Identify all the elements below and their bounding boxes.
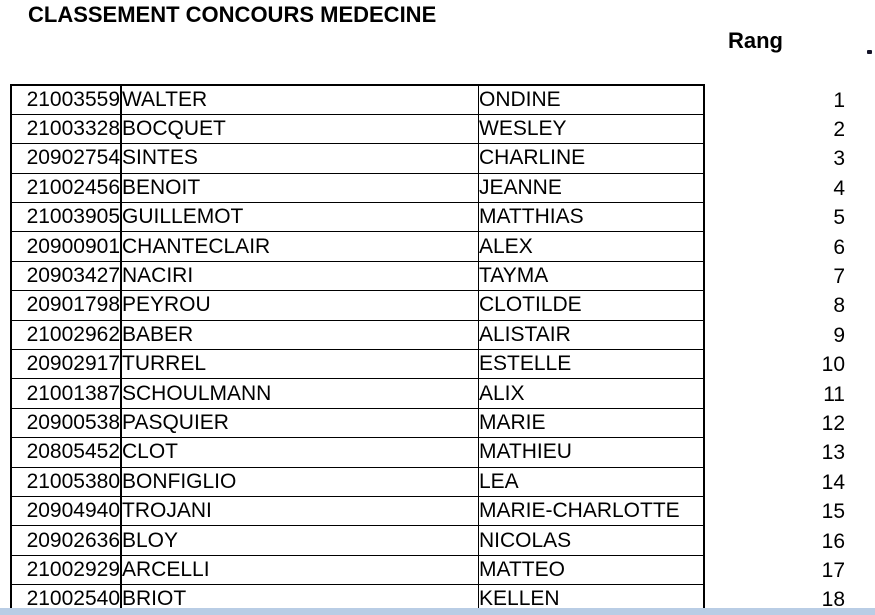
first-name-cell: LEA: [478, 466, 704, 497]
rank-value: 7: [833, 265, 845, 289]
first-name-cell: MATTHIAS: [478, 202, 704, 233]
first-name-cell: ALIX: [478, 378, 704, 409]
table-row: 21002962 BABER ALISTAIR: [11, 319, 704, 351]
last-name-cell: ARCELLI: [121, 554, 479, 586]
last-name-cell: GUILLEMOT: [121, 202, 479, 233]
first-name-cell: MATHIEU: [478, 437, 704, 468]
table-row: 21001387 SCHOULMANN ALIX: [11, 378, 704, 409]
page-title: CLASSEMENT CONCOURS MEDECINE: [28, 2, 437, 27]
last-name-cell: BLOY: [121, 525, 479, 556]
rank-value: 14: [821, 470, 845, 494]
student-id-cell: 21003905: [11, 202, 122, 233]
first-name-cell: ALISTAIR: [478, 319, 704, 351]
first-name-cell: MARIE: [478, 407, 704, 439]
table-row: 21005380 BONFIGLIO LEA: [11, 466, 704, 497]
rank-value: 17: [821, 558, 845, 582]
last-name-cell: SCHOULMANN: [121, 378, 479, 409]
first-name-cell: ESTELLE: [478, 349, 704, 380]
student-id-cell: 21005380: [11, 466, 122, 497]
student-id-cell: 20901798: [11, 290, 122, 321]
student-id-cell: 21001387: [11, 378, 122, 409]
first-name-cell: ONDINE: [478, 84, 704, 115]
rank-column: 1 2 3 4 5 6 7 8 9 10 11 12 13 14 15 16 17 18: [722, 86, 848, 615]
rank-value: 10: [821, 353, 845, 377]
rank-value: 12: [821, 411, 845, 435]
rank-value: 3: [833, 147, 845, 171]
student-id-cell: 21002456: [11, 172, 122, 204]
table-row: 20900538 PASQUIER MARIE: [11, 407, 704, 439]
student-id-cell: 21003559: [11, 84, 122, 115]
rank-value: 8: [833, 294, 845, 318]
student-id-cell: 21003328: [11, 113, 122, 145]
last-name-cell: CLOT: [121, 437, 479, 468]
table-row: 20805452 CLOT MATHIEU: [11, 437, 704, 468]
rank-value: 11: [823, 382, 845, 406]
table-row: 20904940 TROJANI MARIE-CHARLOTTE: [11, 495, 704, 527]
window-bottom-edge-bar: [0, 608, 875, 615]
rank-value: 18: [821, 588, 845, 612]
table-row: 20900901 CHANTECLAIR ALEX: [11, 231, 704, 262]
ranking-table: 21003559 WALTER ONDINE 21003328 BOCQUET WESLE…: [10, 84, 705, 615]
table-row: 20902754 SINTES CHARLINE: [11, 143, 704, 174]
last-name-cell: NACIRI: [121, 260, 479, 292]
first-name-cell: MATTEO: [478, 554, 704, 586]
table-row: 21002929 ARCELLI MATTEO: [11, 554, 704, 586]
rank-value: 16: [821, 529, 845, 553]
first-name-cell: WESLEY: [478, 113, 704, 145]
last-name-cell: BOCQUET: [121, 113, 479, 145]
last-name-cell: PEYROU: [121, 290, 479, 321]
last-name-cell: TURREL: [121, 349, 479, 380]
first-name-cell: NICOLAS: [478, 525, 704, 556]
rank-value: 6: [833, 235, 845, 259]
last-name-cell: WALTER: [121, 84, 479, 115]
first-name-cell: CLOTILDE: [478, 290, 704, 321]
last-name-cell: SINTES: [121, 143, 479, 174]
table-row: 20903427 NACIRI TAYMA: [11, 260, 704, 292]
rank-value: 9: [833, 323, 845, 347]
last-name-cell: CHANTECLAIR: [121, 231, 479, 262]
student-id-cell: 20904940: [11, 495, 122, 527]
last-name-cell: BONFIGLIO: [121, 466, 479, 497]
last-name-cell: PASQUIER: [121, 407, 479, 439]
student-id-cell: 20805452: [11, 437, 122, 468]
student-id-cell: 20900538: [11, 407, 122, 439]
table-row: 21003328 BOCQUET WESLEY: [11, 113, 704, 145]
student-id-cell: 21002929: [11, 554, 122, 586]
table-row: 20902917 TURREL ESTELLE: [11, 349, 704, 380]
last-name-cell: BENOIT: [121, 172, 479, 204]
rank-value: 5: [833, 206, 845, 230]
student-id-cell: 20902917: [11, 349, 122, 380]
table-row: 20902636 BLOY NICOLAS: [11, 525, 704, 556]
rank-value: 1: [833, 88, 845, 112]
rank-column-header: Rang: [728, 28, 783, 53]
rank-value: 4: [833, 176, 845, 200]
table-row: 21003905 GUILLEMOT MATTHIAS: [11, 202, 704, 233]
rank-value: 15: [821, 500, 845, 524]
first-name-cell: JEANNE: [478, 172, 704, 204]
table-row: 20901798 PEYROU CLOTILDE: [11, 290, 704, 321]
first-name-cell: ALEX: [478, 231, 704, 262]
first-name-cell: MARIE-CHARLOTTE: [478, 495, 704, 527]
student-id-cell: 20903427: [11, 260, 122, 292]
table-row: 21003559 WALTER ONDINE: [11, 84, 704, 115]
ranking-table-body: 21003559 WALTER ONDINE 21003328 BOCQUET WESLE…: [11, 84, 704, 615]
table-row: 21002456 BENOIT JEANNE: [11, 172, 704, 204]
first-name-cell: TAYMA: [478, 260, 704, 292]
last-name-cell: TROJANI: [121, 495, 479, 527]
student-id-cell: 21002962: [11, 319, 122, 351]
rank-value: 2: [833, 118, 845, 142]
edge-artifact-mark: [867, 50, 872, 54]
first-name-cell: CHARLINE: [478, 143, 704, 174]
rank-value: 13: [821, 441, 845, 465]
student-id-cell: 20900901: [11, 231, 122, 262]
student-id-cell: 20902754: [11, 143, 122, 174]
student-id-cell: 20902636: [11, 525, 122, 556]
last-name-cell: BABER: [121, 319, 479, 351]
